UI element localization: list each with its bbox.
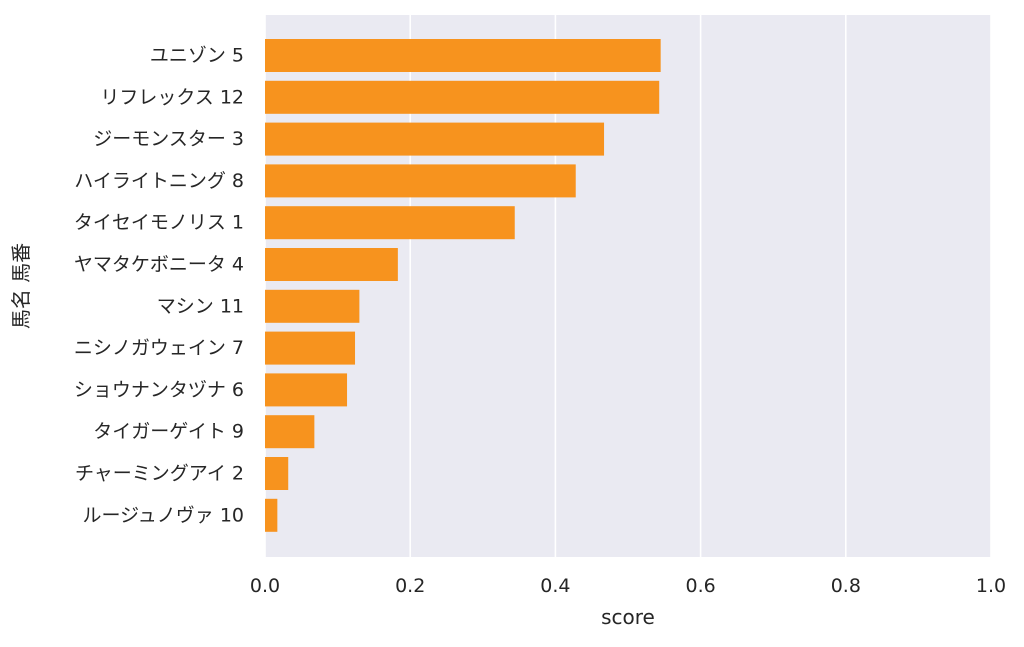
category-label-8: ショウナンタヅナ 6 bbox=[74, 379, 244, 401]
category-label-11: ルージュノヴァ 10 bbox=[82, 504, 244, 526]
bar-8 bbox=[265, 373, 348, 407]
y-tick-labels: ユニゾン 5 リフレックス 12 ジーモンスター 3 ハイライトニング 8 タイセイモノ… bbox=[74, 45, 244, 527]
x-tick-label-5: 1.0 bbox=[976, 575, 1006, 597]
category-label-3: ハイライトニング 8 bbox=[74, 170, 244, 192]
x-tick-label-1: 0.2 bbox=[395, 575, 425, 597]
bar-5 bbox=[265, 248, 398, 281]
x-tick-label-4: 0.8 bbox=[831, 575, 861, 597]
y-axis-title: 馬名 馬番 bbox=[9, 243, 33, 329]
category-label-0: ユニゾン 5 bbox=[150, 45, 244, 67]
category-label-4: タイセイモノリス 1 bbox=[74, 212, 244, 234]
bar-10 bbox=[265, 457, 289, 490]
bar-9 bbox=[265, 415, 315, 449]
bar-4 bbox=[265, 206, 515, 240]
x-axis-title: score bbox=[601, 605, 655, 629]
bar-3 bbox=[265, 164, 576, 198]
x-tick-label-0: 0.0 bbox=[250, 575, 280, 597]
bar-2 bbox=[265, 122, 605, 156]
bar-7 bbox=[265, 331, 356, 365]
x-tick-label-2: 0.4 bbox=[540, 575, 570, 597]
bars bbox=[265, 39, 661, 532]
x-tick-labels: 0.0 0.2 0.4 0.6 0.8 1.0 bbox=[250, 575, 1006, 597]
x-tick-label-3: 0.6 bbox=[685, 575, 715, 597]
bar-1 bbox=[265, 80, 660, 114]
category-label-1: リフレックス 12 bbox=[100, 86, 244, 108]
bar-11 bbox=[265, 498, 278, 532]
category-label-10: チャーミングアイ 2 bbox=[75, 463, 244, 485]
category-label-9: タイガーゲイト 9 bbox=[93, 421, 244, 443]
bar-6 bbox=[265, 289, 360, 323]
category-label-7: ニシノガウェイン 7 bbox=[74, 337, 244, 359]
category-label-5: ヤマタケボニータ 4 bbox=[74, 254, 244, 276]
bar-0 bbox=[265, 39, 661, 72]
category-label-2: ジーモンスター 3 bbox=[93, 128, 244, 150]
category-label-6: マシン 11 bbox=[157, 295, 244, 317]
